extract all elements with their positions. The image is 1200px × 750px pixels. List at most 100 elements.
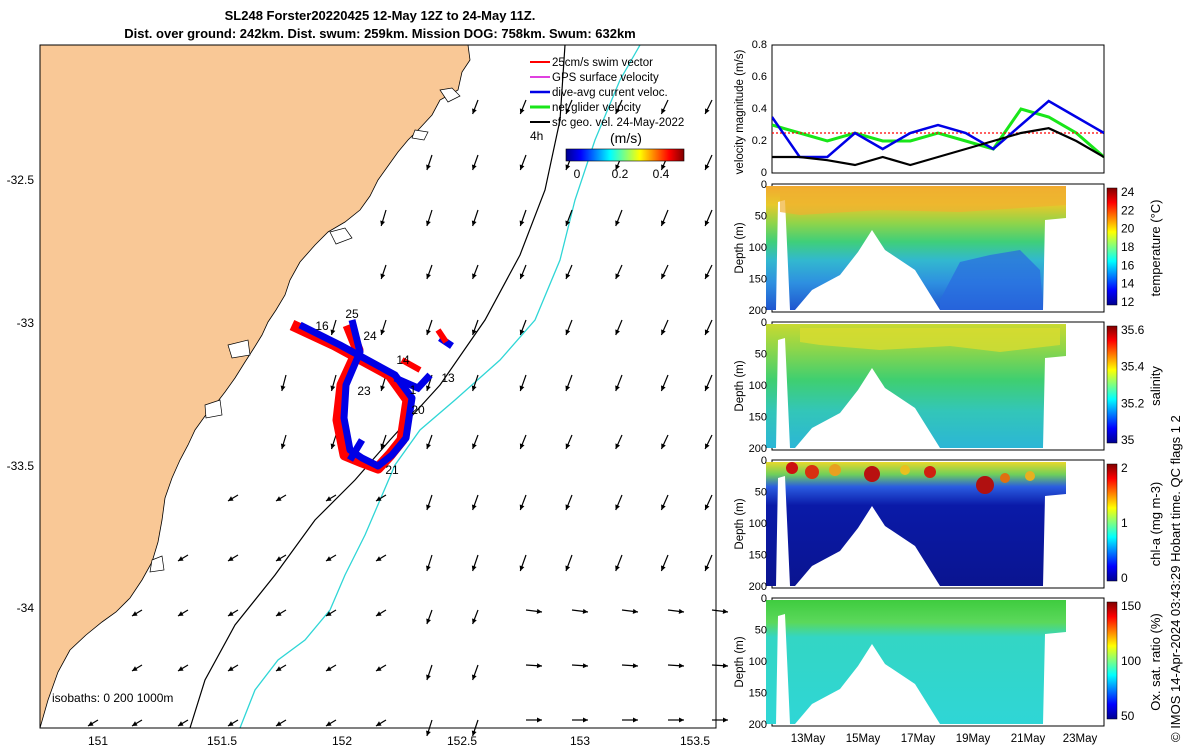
current-arrow <box>471 719 479 737</box>
temperature-colorbar-tick: 12 <box>1121 295 1135 309</box>
current-arrow <box>660 99 669 115</box>
salinity-colorbar-tick: 35.4 <box>1121 360 1145 374</box>
current-arrow <box>471 209 479 227</box>
salinity-colorbar-tick: 35 <box>1121 433 1135 447</box>
current-arrow <box>667 663 685 669</box>
salinity-colorbar-tick: 35.6 <box>1121 323 1145 337</box>
chla-colorbar-tick: 0 <box>1121 571 1128 585</box>
current-arrow <box>571 663 589 669</box>
salinity-ytick: 150 <box>749 412 767 424</box>
panel-x-ticks: 13May 15May 17May 19May 21May 23May <box>791 733 1098 745</box>
salinity-colorbar <box>1106 325 1118 444</box>
current-arrow <box>660 494 669 511</box>
day-label: 20 <box>411 403 425 417</box>
current-arrow <box>660 209 669 227</box>
current-arrow <box>711 608 729 614</box>
current-arrow <box>177 609 189 617</box>
vel-ytick: 0.8 <box>752 39 767 51</box>
current-arrow <box>426 264 433 280</box>
velocity-lines <box>772 99 1104 167</box>
map-ytick: -33 <box>17 316 35 330</box>
oxygen-colorbar-tick: 50 <box>1121 709 1135 723</box>
temperature-panel <box>766 183 1118 313</box>
map-title-line1: SL248 Forster20220425 12-May 12Z to 24-M… <box>224 8 536 23</box>
footer-credit: © IMOS 14-Apr-2024 03:43:29 Hobart time.… <box>1168 415 1183 742</box>
current-arrow <box>472 99 479 115</box>
current-arrow <box>622 717 638 723</box>
current-arrow <box>375 494 387 502</box>
temperature-warm-patch <box>780 188 1066 215</box>
map-x-ticks: 151 151.5 152 152.5 153 153.5 <box>88 734 710 748</box>
temperature-colorbar-tick: 18 <box>1121 240 1135 254</box>
velocity-series-sfc <box>772 127 1104 167</box>
current-arrow <box>704 434 713 450</box>
current-arrow <box>519 374 527 392</box>
salinity-ytick: 100 <box>749 380 767 392</box>
current-arrow <box>330 434 337 450</box>
time-tick: 17May <box>901 733 936 745</box>
current-arrow <box>565 494 573 511</box>
chla-colorbar-tick: 2 <box>1121 461 1128 475</box>
map-ytick: -34 <box>17 601 35 615</box>
chla-maximum <box>805 465 819 479</box>
current-arrow <box>615 209 623 227</box>
current-arrow <box>275 719 287 727</box>
map-xtick: 151.5 <box>207 734 237 748</box>
vel-ytick: 0.6 <box>752 71 767 83</box>
oxygen-ytick: 0 <box>761 593 767 605</box>
temperature-colorbar <box>1106 187 1118 306</box>
velocity-series-diveavg <box>772 99 1104 159</box>
map-y-ticks: -32.5 -33 -33.5 -34 <box>7 173 35 615</box>
current-arrow <box>519 554 527 572</box>
current-arrow <box>519 209 527 227</box>
map-ytick: -32.5 <box>7 173 35 187</box>
land-mass <box>40 45 471 728</box>
chla-maximum <box>1025 471 1035 481</box>
current-arrow <box>87 719 99 727</box>
oxygen-colorbar <box>1106 601 1118 720</box>
colorbar-label: (m/s) <box>610 130 642 146</box>
current-arrow <box>660 319 669 336</box>
current-arrow <box>375 554 387 562</box>
chla-ylabel: Depth (m) <box>734 498 746 549</box>
current-arrow <box>704 209 713 227</box>
salinity-ytick: 0 <box>761 317 767 329</box>
day-label: 25 <box>345 307 359 321</box>
vel-ytick: 0.4 <box>752 103 767 115</box>
current-arrow <box>660 264 669 280</box>
day-label: 16 <box>315 319 329 333</box>
legend-dive: dive-avg current veloc. <box>552 87 668 99</box>
current-arrow <box>280 434 287 450</box>
current-arrow <box>471 319 479 336</box>
temperature-colorbar-label: temperature (°C) <box>1148 200 1163 297</box>
current-arrow <box>471 494 479 511</box>
current-arrow <box>275 554 287 562</box>
current-arrow <box>565 554 573 572</box>
map-panel: 25 16 24 14 13 1 23 20 21 25cm/s swim vector GPS… <box>7 44 729 748</box>
current-arrow <box>621 663 639 669</box>
time-tick: 23May <box>1063 733 1098 745</box>
current-arrow <box>426 434 433 450</box>
current-arrow <box>704 494 713 511</box>
temperature-colorbar-tick: 24 <box>1121 185 1135 199</box>
current-arrow <box>375 664 387 672</box>
current-arrow <box>280 374 287 392</box>
legend-net: net glider velocity <box>552 102 641 114</box>
chla-ytick: 150 <box>749 550 767 562</box>
chla-maximum <box>924 466 936 478</box>
current-arrow <box>325 609 337 617</box>
day-label: 14 <box>396 353 410 367</box>
current-arrow <box>426 664 433 681</box>
day-label: 13 <box>441 371 455 385</box>
current-arrow <box>380 434 387 450</box>
temperature-ylabel: Depth (m) <box>734 222 746 273</box>
chla-panel <box>766 459 1118 589</box>
current-arrow <box>526 717 542 723</box>
current-arrow <box>325 664 337 672</box>
current-arrow <box>615 554 623 572</box>
current-arrow <box>615 434 623 450</box>
temperature-ytick: 200 <box>749 305 767 317</box>
current-arrow <box>426 494 433 511</box>
current-arrow <box>615 319 623 336</box>
current-arrow <box>131 609 143 617</box>
